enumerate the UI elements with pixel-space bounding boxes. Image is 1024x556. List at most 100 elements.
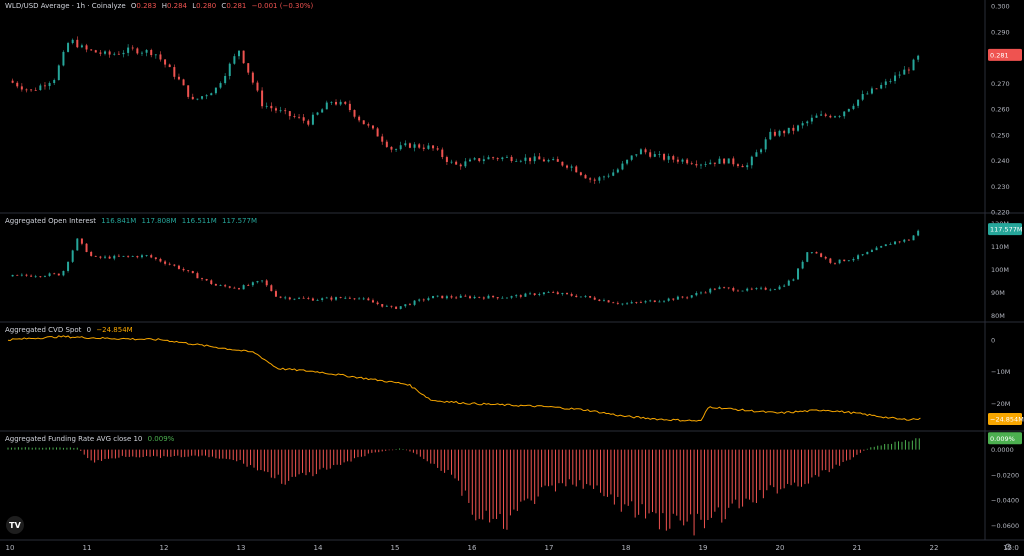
funding-bar-positive (35, 447, 37, 450)
candle-down (284, 110, 287, 112)
candle-up (316, 112, 319, 115)
candle-down (154, 257, 157, 259)
oi-tick-label: 110M (991, 243, 1009, 251)
funding-bar-negative (104, 449, 106, 459)
funding-bar-positive (894, 441, 896, 450)
candle-up (459, 295, 462, 298)
candle-up (432, 295, 435, 299)
candle-up (487, 295, 490, 299)
funding-bar-negative (804, 449, 806, 485)
candle-up (256, 281, 259, 283)
funding-bar-negative (312, 449, 314, 477)
candle-up (783, 285, 786, 287)
funding-bar-positive (56, 447, 58, 450)
candle-up (358, 298, 361, 300)
funding-bar-negative (710, 449, 712, 518)
funding-bar-negative (437, 449, 439, 468)
open-interest-candles (11, 229, 920, 310)
candle-up (746, 288, 749, 291)
funding-bar-negative (766, 449, 768, 491)
candle-down (127, 255, 130, 257)
candle-up (792, 279, 795, 281)
candle-up (113, 255, 116, 259)
funding-tick-label: −0.0200 (991, 471, 1019, 479)
funding-bar-negative (260, 449, 262, 471)
last-value-badges: 0.281 117.577M −24.854M 0.009% (988, 48, 1024, 445)
candle-down (875, 88, 878, 90)
candle-down (644, 149, 647, 153)
funding-bar-negative (187, 449, 189, 457)
price-last-badge (988, 48, 1022, 61)
funding-bar-negative (721, 449, 723, 523)
candle-down (418, 144, 421, 148)
funding-bar-negative (267, 449, 269, 473)
candle-down (205, 279, 208, 281)
funding-bar-negative (405, 449, 407, 451)
funding-bar-negative (502, 449, 504, 529)
funding-bar-negative (582, 449, 584, 489)
funding-bar-positive (59, 447, 61, 450)
funding-bar-positive (399, 448, 401, 450)
candle-up (889, 244, 892, 245)
candle-down (242, 50, 245, 64)
funding-bar-positive (17, 447, 19, 450)
funding-bar-negative (683, 449, 685, 526)
candle-up (48, 273, 51, 276)
candle-down (713, 288, 716, 290)
candle-up (219, 83, 222, 88)
funding-bar-positive (877, 445, 879, 450)
funding-bar-negative (315, 449, 317, 475)
candle-up (626, 159, 629, 164)
candle-up (335, 297, 338, 300)
candle-down (307, 298, 310, 299)
funding-bar-negative (735, 449, 737, 500)
funding-bar-negative (87, 449, 89, 459)
funding-bar-negative (211, 449, 213, 457)
candle-down (783, 130, 786, 134)
candle-up (464, 161, 467, 167)
cvd-line (7, 335, 921, 422)
candle-down (367, 298, 370, 301)
funding-bar-negative (541, 449, 543, 488)
candle-up (321, 109, 324, 113)
candle-down (80, 238, 83, 244)
oi-tick-label: 90M (991, 289, 1005, 297)
candle-up (755, 152, 758, 157)
funding-bar-negative (385, 449, 387, 451)
candle-down (833, 262, 836, 264)
candle-up (482, 159, 485, 162)
funding-bar-negative (132, 449, 134, 457)
funding-bar-negative (482, 449, 484, 520)
candle-down (422, 299, 425, 301)
funding-bar-negative (589, 449, 591, 486)
candle-down (533, 293, 536, 296)
funding-bar-negative (360, 449, 362, 457)
price-change: −0.001 (−0.30%) (251, 2, 314, 10)
settings-icon[interactable]: ⚙ (1004, 543, 1013, 553)
candle-up (104, 256, 107, 258)
time-tick-label: 16 (468, 544, 477, 552)
candle-down (159, 258, 162, 262)
candle-up (524, 293, 527, 297)
candle-up (321, 298, 324, 300)
tradingview-logo[interactable]: TV (6, 516, 24, 534)
funding-bar-negative (686, 449, 688, 522)
funding-bar-negative (759, 449, 761, 491)
candle-down (94, 50, 97, 53)
candle-up (325, 297, 328, 299)
funding-bar-negative (114, 449, 116, 459)
funding-bar-negative (776, 449, 778, 494)
funding-bar-negative (520, 449, 522, 502)
funding-bar-positive (911, 440, 913, 450)
funding-bar-negative (780, 449, 782, 490)
candle-down (43, 85, 46, 87)
funding-bar-negative (447, 449, 449, 470)
candle-down (390, 146, 393, 150)
funding-bar-positive (42, 447, 44, 450)
candle-up (649, 300, 652, 302)
candle-down (136, 48, 139, 54)
candle-down (704, 292, 707, 294)
funding-bar-negative (832, 449, 834, 469)
funding-bar-positive (7, 447, 9, 450)
price-high: 0.284 (166, 2, 187, 10)
